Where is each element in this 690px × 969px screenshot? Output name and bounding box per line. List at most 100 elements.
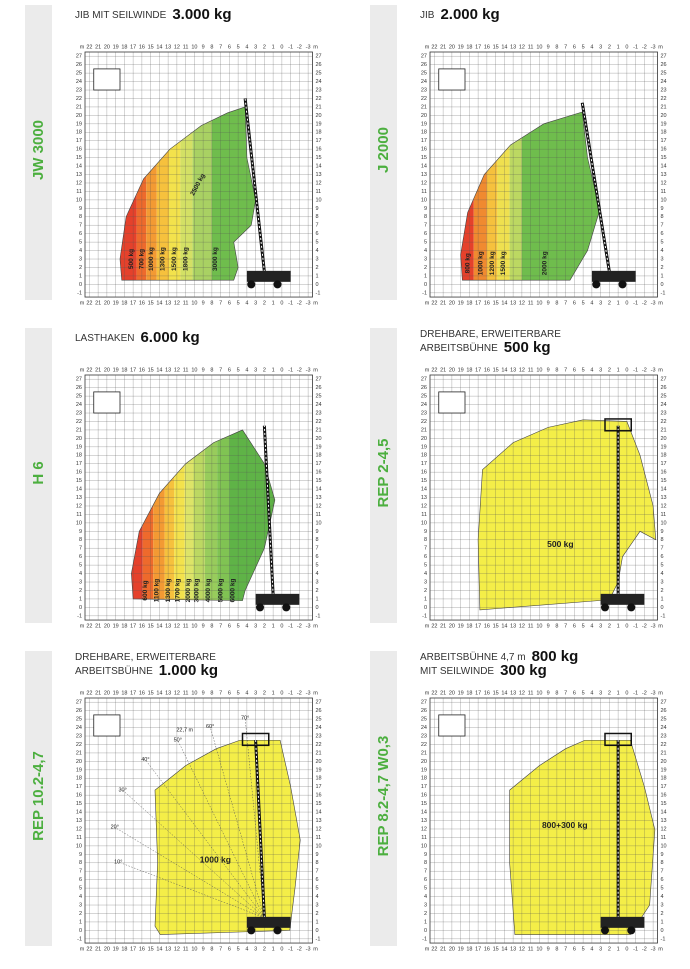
y-axis-label: 8 — [661, 860, 664, 866]
y-axis-label: 6 — [79, 554, 82, 560]
load-zone — [136, 106, 147, 281]
y-axis-label: 24 — [76, 79, 82, 85]
x-axis-label: 0 — [625, 947, 628, 953]
y-axis-label: 0 — [661, 928, 664, 934]
machine-body — [600, 916, 645, 928]
y-axis-label: 19 — [76, 767, 82, 773]
y-axis-label: 10 — [661, 520, 667, 526]
side-band — [25, 328, 52, 623]
y-axis-label: 18 — [316, 776, 322, 782]
y-axis-label: 4 — [316, 571, 319, 577]
x-axis-label: 11 — [183, 947, 189, 953]
attachment-icon — [438, 68, 466, 91]
x-axis-label: -2 — [297, 367, 302, 373]
y-axis-label: 0 — [424, 282, 427, 288]
y-axis-label: 15 — [421, 801, 427, 807]
y-axis-label: 0 — [424, 605, 427, 611]
y-axis-label: 16 — [76, 793, 82, 799]
boom-inner — [581, 102, 610, 272]
axis-unit: m — [80, 367, 85, 373]
y-axis-label: 8 — [316, 537, 319, 543]
y-axis-label: 20 — [661, 113, 667, 119]
x-axis-label: 4 — [590, 947, 593, 953]
x-axis-label: 1 — [617, 624, 620, 630]
x-axis-label: -3 — [651, 44, 656, 50]
angle-line — [114, 827, 265, 918]
y-axis-label: 3 — [79, 579, 82, 585]
model-code: JW 3000 — [30, 120, 47, 180]
angle-label: 50° — [174, 738, 182, 744]
y-axis-label: 15 — [421, 478, 427, 484]
y-axis-label: 23 — [316, 87, 322, 93]
y-axis-label: -1 — [316, 613, 321, 619]
x-axis-label: 14 — [156, 690, 162, 696]
y-axis-label: 15 — [316, 155, 322, 161]
x-axis-label: 7 — [564, 690, 567, 696]
angle-label: 20° — [111, 825, 119, 831]
x-axis-label: 6 — [228, 44, 231, 50]
wheel — [601, 603, 609, 612]
y-axis-label: 10 — [76, 843, 82, 849]
x-axis-label: 6 — [228, 367, 231, 373]
axis-unit: m — [425, 690, 430, 696]
y-axis-label: 17 — [421, 138, 427, 144]
y-axis-label: 26 — [76, 708, 82, 714]
axis-unit: m — [313, 947, 318, 953]
y-axis-label: 9 — [79, 529, 82, 535]
wheel — [592, 280, 601, 289]
x-axis-label: 8 — [555, 947, 558, 953]
y-axis-label: 25 — [316, 71, 322, 77]
x-axis-label: 21 — [95, 947, 101, 953]
x-axis-label: 3 — [599, 947, 602, 953]
x-axis-label: 18 — [121, 624, 127, 630]
x-axis-label: 14 — [501, 690, 507, 696]
y-axis-label: 5 — [316, 240, 319, 246]
load-label: 2000 kg — [185, 579, 192, 603]
x-axis-label: -1 — [288, 301, 293, 307]
x-axis-label: 21 — [95, 301, 101, 307]
x-axis-label: 11 — [528, 624, 534, 630]
x-axis-label: 10 — [536, 624, 542, 630]
x-axis-label: 20 — [104, 947, 110, 953]
y-axis-label: 15 — [421, 155, 427, 161]
y-axis-label: 15 — [76, 155, 82, 161]
x-axis-label: 9 — [202, 690, 205, 696]
x-axis-label: -3 — [306, 624, 311, 630]
x-axis-label: 9 — [547, 624, 550, 630]
y-axis-label: 23 — [661, 87, 667, 93]
x-axis-label: 3 — [599, 301, 602, 307]
y-axis-label: 16 — [316, 793, 322, 799]
y-axis-label: 23 — [421, 410, 427, 416]
y-axis-label: 24 — [661, 79, 667, 85]
y-axis-label: 2 — [79, 588, 82, 594]
x-axis-label: 4 — [590, 690, 593, 696]
x-axis-label: 8 — [210, 690, 213, 696]
load-label: 1800 kg — [182, 247, 189, 271]
x-axis-label: 22 — [431, 690, 437, 696]
x-axis-label: 8 — [210, 624, 213, 630]
x-axis-label: 2 — [263, 624, 266, 630]
y-axis-label: 14 — [661, 164, 667, 170]
x-axis-label: -1 — [633, 624, 638, 630]
y-axis-label: 5 — [79, 240, 82, 246]
y-axis-label: 12 — [661, 180, 667, 186]
y-axis-label: 9 — [316, 852, 319, 858]
y-axis-label: -1 — [422, 613, 427, 619]
y-axis-label: 26 — [76, 385, 82, 391]
y-axis-label: 5 — [424, 240, 427, 246]
y-axis-label: 3 — [661, 579, 664, 585]
y-axis-label: 5 — [316, 886, 319, 892]
y-axis-label: 5 — [661, 240, 664, 246]
x-axis-label: 15 — [493, 367, 499, 373]
x-axis-label: 20 — [104, 301, 110, 307]
boom-inner — [244, 98, 265, 272]
x-axis-label: 14 — [156, 947, 162, 953]
y-axis-label: 24 — [316, 79, 322, 85]
y-axis-label: 12 — [421, 826, 427, 832]
side-band — [370, 328, 397, 623]
y-axis-label: 6 — [316, 554, 319, 560]
x-axis-label: 1 — [617, 367, 620, 373]
y-axis-label: 0 — [661, 605, 664, 611]
angle-label: 40° — [141, 757, 149, 763]
